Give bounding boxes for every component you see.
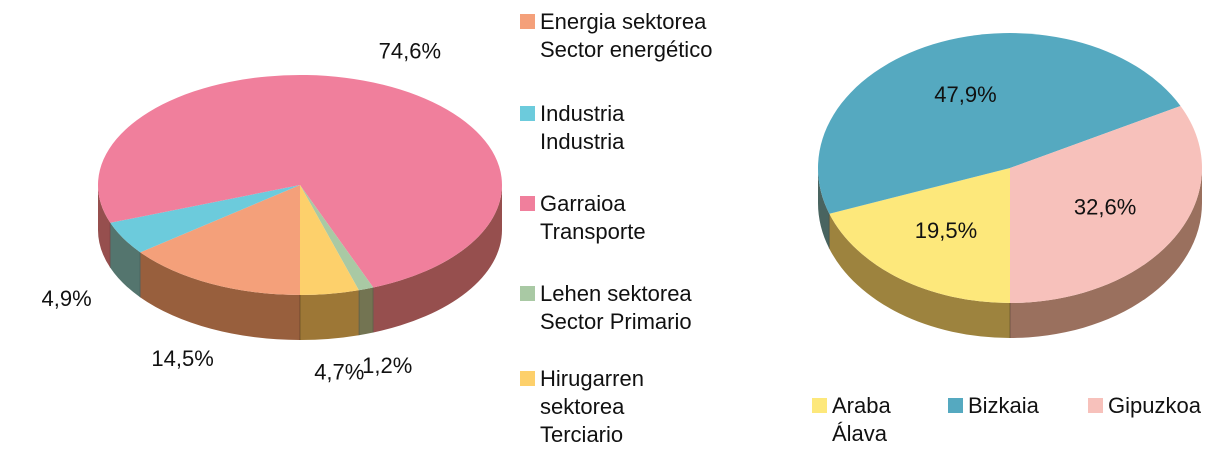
- legend-swatch: [520, 371, 535, 386]
- pie-side: [829, 213, 1010, 338]
- data-label: 4,9%: [42, 286, 92, 311]
- legend-swatch: [520, 196, 535, 211]
- pie-slice: [110, 185, 300, 253]
- legend-item: Energia sektorea Sector energético: [520, 8, 712, 64]
- pie-slice: [140, 185, 300, 295]
- pie-side: [98, 185, 111, 268]
- data-label: 74,6%: [379, 39, 441, 64]
- legend-label: Bizkaia: [968, 393, 1039, 418]
- legend-swatch: [812, 398, 827, 413]
- data-label: 32,6%: [1074, 195, 1136, 220]
- legend-swatch: [520, 106, 535, 121]
- pie-slice: [829, 168, 1010, 303]
- legend-label: Garraioa Transporte: [540, 191, 646, 244]
- pie-side: [373, 185, 502, 333]
- pie-slice: [1010, 105, 1202, 303]
- legend-item: Bizkaia: [948, 392, 1039, 420]
- pie-side: [1010, 168, 1202, 338]
- data-label: 19,5%: [915, 218, 977, 243]
- legend-item: Araba Álava: [812, 392, 891, 448]
- legend-swatch: [520, 14, 535, 29]
- legend-swatch: [520, 286, 535, 301]
- pie-slice: [97, 74, 502, 288]
- pie-slice: [818, 33, 1181, 214]
- legend-label: Energia sektorea Sector energético: [540, 9, 713, 62]
- legend-label: Hirugarren sektorea Terciario: [540, 366, 644, 447]
- legend-swatch: [1088, 398, 1103, 413]
- pie-slice: [300, 185, 359, 295]
- pie-side: [818, 168, 830, 249]
- pie-side: [140, 252, 300, 340]
- legend-label: Araba Álava: [832, 393, 891, 446]
- legend-item: Industria Industria: [520, 100, 624, 156]
- legend-label: Lehen sektorea Sector Primario: [540, 281, 692, 334]
- pie-side: [110, 222, 141, 298]
- legend-item: Hirugarren sektorea Terciario: [520, 365, 644, 449]
- legend-label: Industria Industria: [540, 101, 625, 154]
- data-label: 47,9%: [934, 82, 996, 107]
- legend-item: Lehen sektorea Sector Primario: [520, 280, 692, 336]
- pie-slice: [300, 185, 374, 291]
- legend-item: Gipuzkoa: [1088, 392, 1201, 420]
- legend-label: Gipuzkoa: [1108, 393, 1201, 418]
- legend-item: Garraioa Transporte: [520, 190, 646, 246]
- data-label: 14,5%: [151, 346, 213, 371]
- pie-side: [300, 290, 359, 340]
- data-label: 4,7%: [314, 359, 364, 384]
- data-label: 1,2%: [362, 353, 412, 378]
- legend-swatch: [948, 398, 963, 413]
- pie-side: [358, 287, 374, 336]
